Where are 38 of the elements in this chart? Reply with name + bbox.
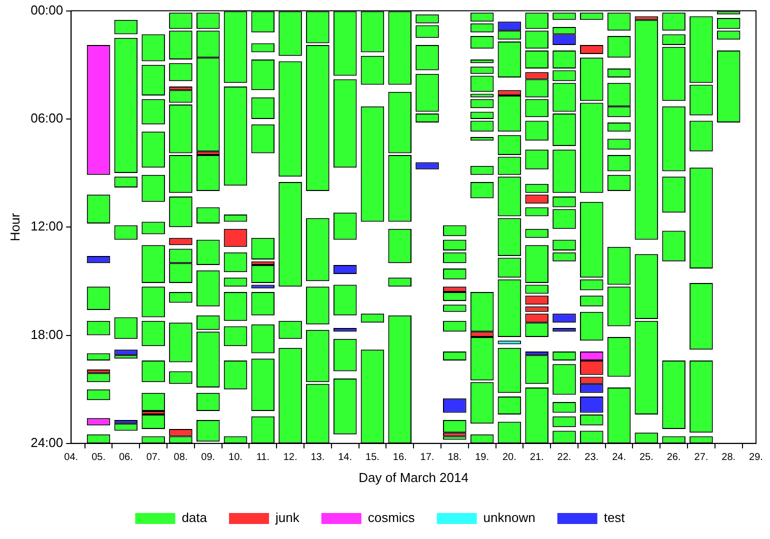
y-tick-label: 06:00 — [30, 110, 64, 126]
x-tick-label: 07. — [146, 452, 160, 464]
x-tick-label: 18. — [448, 452, 462, 464]
x-tick-label: 26. — [666, 452, 681, 464]
x-tick-label: 13. — [310, 452, 325, 464]
x-tick-label: 28. — [722, 452, 736, 464]
x-tick-label: 10. — [228, 452, 242, 464]
legend-label: unknown — [483, 510, 536, 526]
x-tick-label: 27. — [694, 452, 708, 464]
x-tick-label: 21. — [530, 452, 544, 464]
x-axis-title: Day of March 2014 — [358, 470, 468, 485]
y-tick-label: 12:00 — [30, 218, 64, 234]
legend-label: test — [604, 510, 626, 526]
x-tick-label: 17. — [420, 452, 434, 464]
x-tick-label: 20. — [502, 452, 516, 464]
x-tick-label: 19. — [475, 452, 490, 464]
x-tick-label: 14. — [338, 452, 352, 464]
legend-label: data — [182, 510, 208, 526]
y-tick-label: 24:00 — [30, 434, 64, 450]
x-tick-label: 22. — [557, 452, 572, 464]
y-tick-label: 00:00 — [30, 2, 64, 18]
y-tick-label: 18:00 — [30, 326, 64, 342]
x-tick-label: 06. — [118, 452, 133, 464]
x-tick-label: 09. — [201, 452, 216, 464]
x-tick-label: 25. — [639, 452, 654, 464]
x-tick-label: 12. — [283, 452, 298, 464]
x-tick-label: 29. — [749, 452, 763, 464]
x-tick-label: 15. — [366, 452, 380, 464]
y-axis-title: Hour — [7, 212, 22, 242]
x-tick-label: 11. — [256, 452, 270, 464]
legend-label: junk — [274, 510, 300, 526]
x-tick-label: 04. — [64, 452, 78, 464]
x-tick-label: 23. — [584, 452, 599, 464]
x-tick-label: 08. — [174, 452, 188, 464]
x-tick-label: 24. — [612, 452, 626, 464]
legend-label: cosmics — [368, 510, 416, 526]
x-tick-label: 05. — [92, 452, 106, 464]
x-tick-label: 16. — [392, 452, 407, 464]
